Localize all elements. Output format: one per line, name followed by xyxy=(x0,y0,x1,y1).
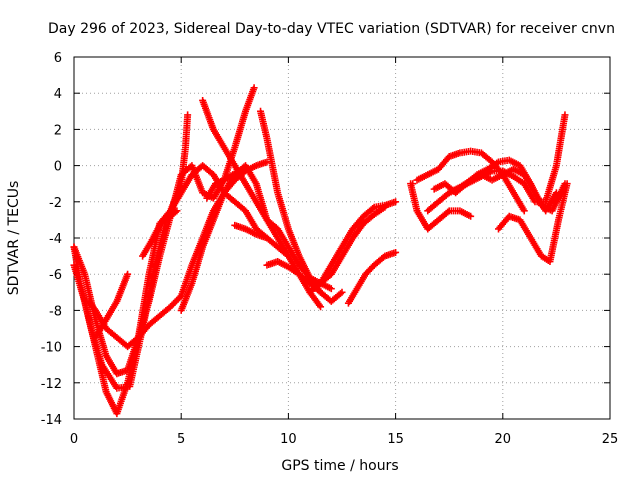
data-point xyxy=(250,84,258,92)
data-point xyxy=(317,303,325,311)
x-axis-label: GPS time / hours xyxy=(281,458,398,474)
data-point xyxy=(124,270,132,278)
data-point xyxy=(392,248,400,256)
data-point xyxy=(317,288,325,296)
data-point xyxy=(237,167,245,175)
y-tick-label: 0 xyxy=(54,160,62,175)
y-tick-label: -6 xyxy=(49,268,62,283)
x-tick-label: 20 xyxy=(495,432,512,447)
data-point xyxy=(184,111,192,119)
x-tick-label: 5 xyxy=(177,432,185,447)
series-pass-21 xyxy=(495,180,571,266)
data-point xyxy=(561,111,569,119)
series-pass-8 xyxy=(199,96,335,293)
y-tick-label: 2 xyxy=(54,123,62,138)
data-point xyxy=(467,212,475,220)
y-tick-label: -8 xyxy=(49,304,62,319)
series-pass-16 xyxy=(407,180,475,233)
data-point xyxy=(381,203,389,211)
series-pass-14 xyxy=(317,203,389,287)
series-pass-3 xyxy=(70,207,181,392)
series-pass-11 xyxy=(231,221,325,311)
y-tick-label: 6 xyxy=(54,51,62,66)
data-point xyxy=(409,180,417,188)
grid xyxy=(74,57,610,419)
y-axis: -14 -12 -10 -8 -6 -4 -2 0 2 4 6 xyxy=(41,51,610,428)
data-point xyxy=(315,287,323,295)
data-point xyxy=(563,180,571,188)
x-tick-label: 25 xyxy=(602,432,619,447)
series-pass-15 xyxy=(344,248,400,307)
series-pass-12 xyxy=(263,258,325,296)
data-point xyxy=(369,205,377,213)
x-tick-label: 10 xyxy=(280,432,297,447)
series-pass-9 xyxy=(203,167,245,202)
data-point xyxy=(327,285,335,293)
data-point xyxy=(520,207,528,215)
data-point xyxy=(173,207,181,215)
data-point xyxy=(392,198,400,206)
x-axis: 0 5 10 15 20 25 xyxy=(70,57,618,447)
data-point xyxy=(336,290,344,298)
y-tick-label: -14 xyxy=(41,413,62,428)
data-point xyxy=(171,208,179,216)
chart-title: Day 296 of 2023, Sidereal Day-to-day VTE… xyxy=(48,21,615,37)
series-pass-22 xyxy=(409,180,417,188)
data-series xyxy=(70,84,571,418)
data-point xyxy=(338,288,346,296)
data-point xyxy=(444,208,452,216)
y-tick-label: 4 xyxy=(54,87,62,102)
series-pass-5 xyxy=(91,270,132,342)
data-point xyxy=(552,189,560,197)
y-tick-label: -12 xyxy=(41,377,62,392)
series-pass-20 xyxy=(445,165,560,215)
x-tick-label: 15 xyxy=(387,432,404,447)
series-pass-10 xyxy=(257,107,346,305)
x-tick-label: 0 xyxy=(70,432,78,447)
y-tick-label: -10 xyxy=(41,341,62,356)
y-tick-label: -2 xyxy=(49,196,62,211)
y-axis-label: SDTVAR / TECUs xyxy=(6,181,22,296)
y-tick-label: -4 xyxy=(49,232,62,247)
